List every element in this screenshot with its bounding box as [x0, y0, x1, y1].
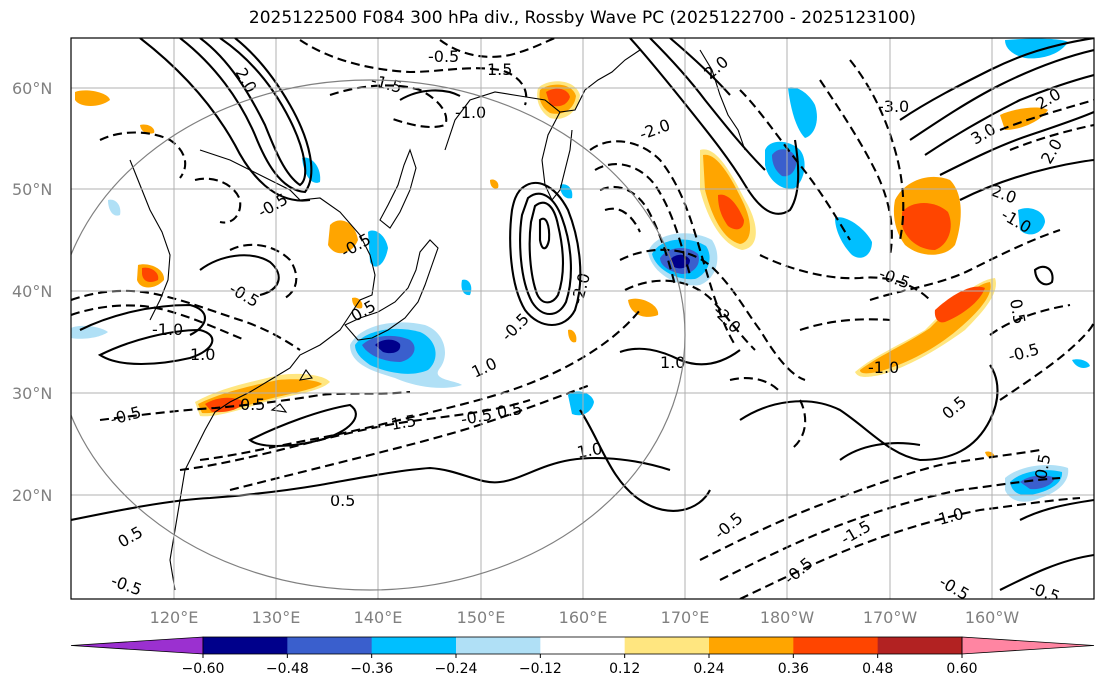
lon-label-140e: 140°E	[354, 608, 403, 627]
colorbar-tick-label: 0.24	[693, 661, 724, 677]
contour-label: -1.0	[868, 358, 899, 377]
contour-label: -1.0	[152, 320, 183, 339]
lat-label-60n: 60°N	[12, 79, 52, 98]
lon-label-170w: 170°W	[863, 608, 918, 627]
colorbar-frame	[202, 636, 963, 655]
contour-label: -1.0	[455, 103, 486, 122]
contour-label: 1.0	[190, 345, 215, 364]
lat-label-20n: 20°N	[12, 486, 52, 505]
contour-label: 0.5	[1006, 297, 1029, 325]
colorbar-tick-label: 0.12	[609, 661, 640, 677]
contour-label: 0.5	[240, 395, 265, 414]
contour-label: 1.0	[575, 439, 603, 462]
lon-label-160w: 160°W	[965, 608, 1020, 627]
lon-label-180w: 180°W	[760, 608, 815, 627]
colorbar-under-arrow	[70, 636, 204, 655]
lat-label-40n: 40°N	[12, 282, 52, 301]
negative-contours	[71, 38, 1094, 599]
colorbar-segment	[371, 637, 457, 654]
contour-label: 0.5	[330, 491, 355, 510]
colorbar-segment	[287, 637, 373, 654]
contour-label: 0.5	[495, 399, 523, 422]
gridlines	[71, 38, 1094, 599]
colorbar-segment	[793, 637, 879, 654]
colorbar-segment	[540, 637, 626, 654]
chart-title: 2025122500 F084 300 hPa div., Rossby Wav…	[248, 8, 917, 28]
lat-label-50n: 50°N	[12, 180, 52, 199]
lon-label-170e: 170°E	[661, 608, 710, 627]
colorbar-segment	[203, 637, 288, 654]
contour-label: 1.5	[487, 60, 512, 79]
region-circle	[71, 79, 686, 591]
lat-label-30n: 30°N	[12, 384, 52, 403]
colorbar-segment	[877, 637, 963, 654]
colorbar-tick-label: 0.60	[946, 661, 977, 677]
colorbar-tick-label: 0.36	[778, 661, 809, 677]
contour-label: -0.5	[428, 47, 459, 66]
positive-contours	[71, 38, 1094, 591]
colorbar-tick-label: −0.48	[266, 661, 309, 677]
colorbar-segment	[456, 637, 541, 654]
colorbar-tick-label: 0.48	[862, 661, 893, 677]
colorbar: −0.60 −0.48 −0.36 −0.24 −0.12 0.12 0.24 0.36 0.4…	[70, 636, 1095, 677]
contour-label: -3.0	[878, 97, 909, 116]
contour-label: 1.5	[389, 411, 417, 434]
lon-label-120e: 120°E	[150, 608, 199, 627]
colorbar-over-arrow	[961, 636, 1095, 655]
colorbar-tick-label: −0.60	[182, 661, 225, 677]
colorbar-tick-label: −0.24	[435, 661, 478, 677]
contour-label: 0.5	[1031, 452, 1054, 480]
lon-label-130e: 130°E	[252, 608, 301, 627]
lon-label-160e: 160°E	[559, 608, 608, 627]
map-frame	[70, 37, 1095, 600]
colorbar-tick-label: −0.36	[350, 661, 393, 677]
colorbar-segment	[709, 637, 794, 654]
colorbar-segment	[624, 637, 710, 654]
longitude-labels: 120°E 130°E 140°E 150°E 160°E 170°E 180°…	[150, 608, 1020, 627]
latitude-labels: 60°N 50°N 40°N 30°N 20°N	[12, 79, 52, 505]
colorbar-tick-label: −0.12	[519, 661, 562, 677]
contour-label: 1.0	[660, 353, 685, 372]
lon-label-150e: 150°E	[457, 608, 506, 627]
